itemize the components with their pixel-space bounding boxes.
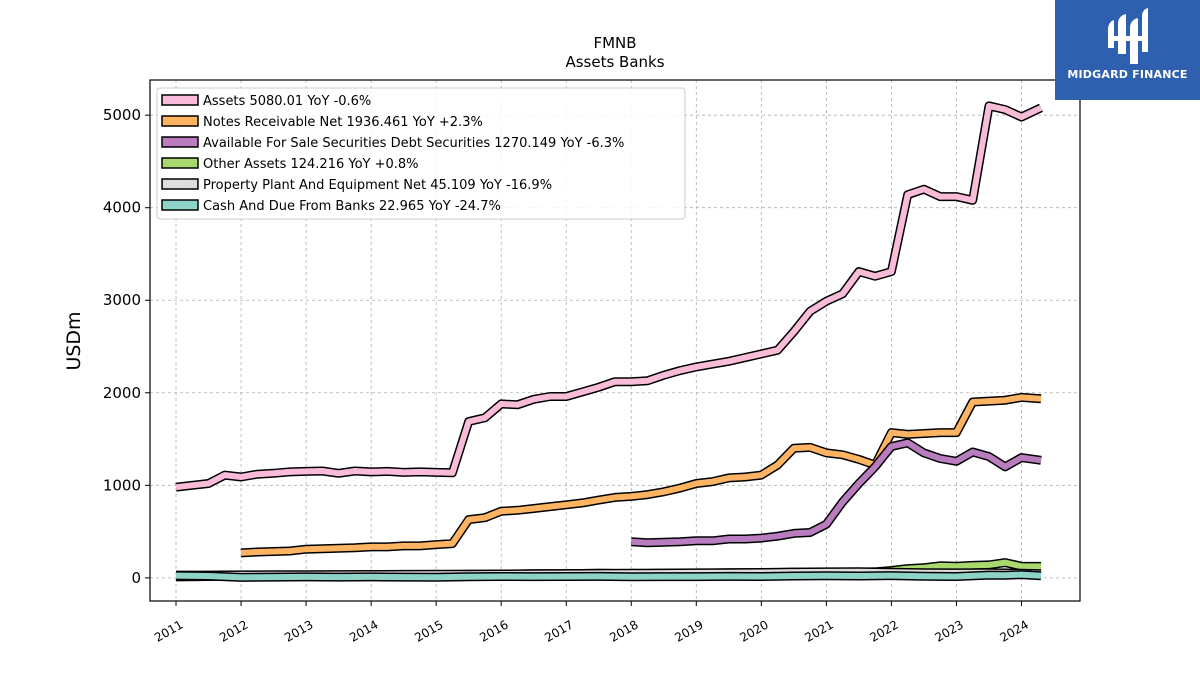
- y-tick-label: 2000: [103, 384, 141, 402]
- y-axis-label: USDm: [63, 311, 85, 370]
- legend-label: Property Plant And Equipment Net 45.109 …: [203, 178, 552, 193]
- chart-subtitle: Assets Banks: [565, 53, 664, 71]
- y-tick-label: 5000: [103, 106, 141, 124]
- legend-label: Notes Receivable Net 1936.461 YoY +2.3%: [203, 115, 483, 130]
- legend-box: [156, 87, 686, 220]
- legend-swatch: [161, 178, 199, 190]
- series-layer: [175, 101, 1043, 582]
- legend-label: Other Assets 124.216 YoY +0.8%: [203, 157, 419, 172]
- y-axis: 0 1000 2000 3000 4000 5000: [103, 106, 150, 587]
- legend: Assets 5080.01 YoY -0.6% Notes Receivable…: [156, 87, 686, 220]
- series-line: [240, 394, 1042, 556]
- plot-frame: [149, 79, 1081, 602]
- legend-swatch: [161, 136, 199, 148]
- legend-swatch: [161, 157, 199, 169]
- y-tick-label: 1000: [103, 476, 141, 494]
- company-logo: MIDGARD FINANCE: [1055, 0, 1200, 100]
- legend-swatch: [161, 94, 199, 106]
- series-line: [175, 102, 1043, 491]
- legend-swatch: [161, 115, 199, 127]
- legend-label: Cash And Due From Banks 22.965 YoY -24.7…: [203, 199, 501, 214]
- series-line: [175, 571, 1042, 581]
- chart-title: FMNB: [593, 34, 636, 52]
- logo-text: MIDGARD FINANCE: [1067, 68, 1188, 81]
- legend-label: Assets 5080.01 YoY -0.6%: [203, 94, 371, 109]
- y-tick-label: 4000: [103, 199, 141, 217]
- legend-swatch: [161, 199, 199, 211]
- logo-mark-icon: [1108, 8, 1148, 64]
- y-tick-label: 0: [131, 569, 141, 587]
- series-line: [631, 439, 1042, 546]
- y-tick-label: 3000: [103, 291, 141, 309]
- legend-label: Available For Sale Securities Debt Secur…: [203, 136, 624, 151]
